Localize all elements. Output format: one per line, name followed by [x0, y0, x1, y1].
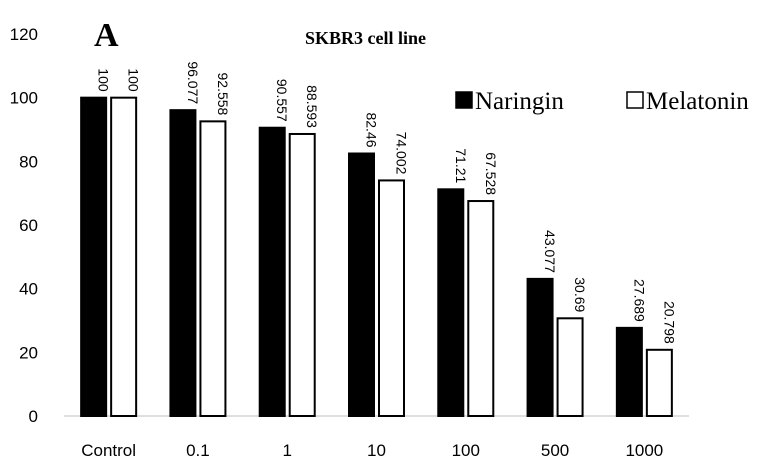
y-tick-label: 80: [19, 152, 38, 171]
legend-swatch-naringin: [455, 91, 473, 109]
bar-melatonin: [110, 96, 138, 418]
bar-naringin: [348, 152, 375, 418]
y-tick-label: 100: [10, 89, 38, 108]
chart-title: SKBR3 cell line: [305, 28, 426, 48]
bar-melatonin: [378, 179, 405, 417]
legend-label-melatonin: Melatonin: [646, 88, 749, 115]
bar-naringin: [80, 96, 108, 418]
x-axis-tick-labels: Control 0.1 1 10 100 500 1000: [81, 441, 663, 460]
data-label-melatonin: 67.528: [483, 152, 499, 195]
bar-naringin: [169, 109, 197, 418]
x-tick-label: 0.1: [186, 441, 210, 460]
y-tick-label: 0: [29, 407, 38, 426]
panel-label: A: [94, 17, 119, 54]
legend-swatch-melatonin: [626, 91, 644, 109]
bar-naringin: [526, 277, 554, 417]
data-label-melatonin: 92.558: [215, 73, 231, 116]
bar-melatonin: [645, 348, 673, 417]
data-label-melatonin: 88.593: [304, 85, 320, 128]
legend: Naringin Melatonin: [455, 88, 749, 115]
x-tick-label: 500: [541, 441, 569, 460]
data-label-naringin: 71.21: [453, 148, 469, 183]
data-labels: 100 96.077 90.557 82.46 71.21 43.077 27.689 100…: [96, 61, 678, 344]
y-tick-label: 120: [10, 25, 38, 44]
bar-naringin: [615, 326, 643, 418]
y-tick-label: 20: [19, 343, 38, 362]
bar-melatonin: [556, 317, 584, 417]
bar-melatonin: [467, 200, 495, 417]
y-tick-label: 60: [19, 216, 38, 235]
y-axis-tick-labels: 0 20 40 60 80 100 120: [10, 25, 38, 426]
legend-label-naringin: Naringin: [475, 88, 564, 115]
bar-naringin: [437, 188, 465, 417]
bar-group: [80, 96, 673, 418]
x-tick-label: 1: [282, 441, 291, 460]
data-label-naringin: 96.077: [185, 61, 201, 104]
data-label-naringin: 90.557: [274, 79, 290, 122]
x-tick-label: Control: [81, 441, 136, 460]
data-label-melatonin: 30.69: [572, 277, 588, 312]
data-label-naringin: 27.689: [631, 279, 647, 322]
bar-naringin: [258, 126, 286, 417]
x-tick-label: 10: [367, 441, 386, 460]
data-label-melatonin: 100: [126, 68, 142, 92]
data-label-naringin: 82.46: [364, 112, 380, 147]
bar-melatonin: [199, 120, 227, 418]
data-label-naringin: 100: [96, 68, 112, 92]
x-tick-label: 1000: [625, 441, 663, 460]
bar-melatonin: [288, 132, 316, 417]
data-label-naringin: 43.077: [542, 230, 558, 273]
x-tick-label: 100: [452, 441, 480, 460]
data-label-melatonin: 20.798: [661, 301, 677, 344]
data-label-melatonin: 74.002: [394, 132, 410, 175]
y-tick-label: 40: [19, 280, 38, 299]
